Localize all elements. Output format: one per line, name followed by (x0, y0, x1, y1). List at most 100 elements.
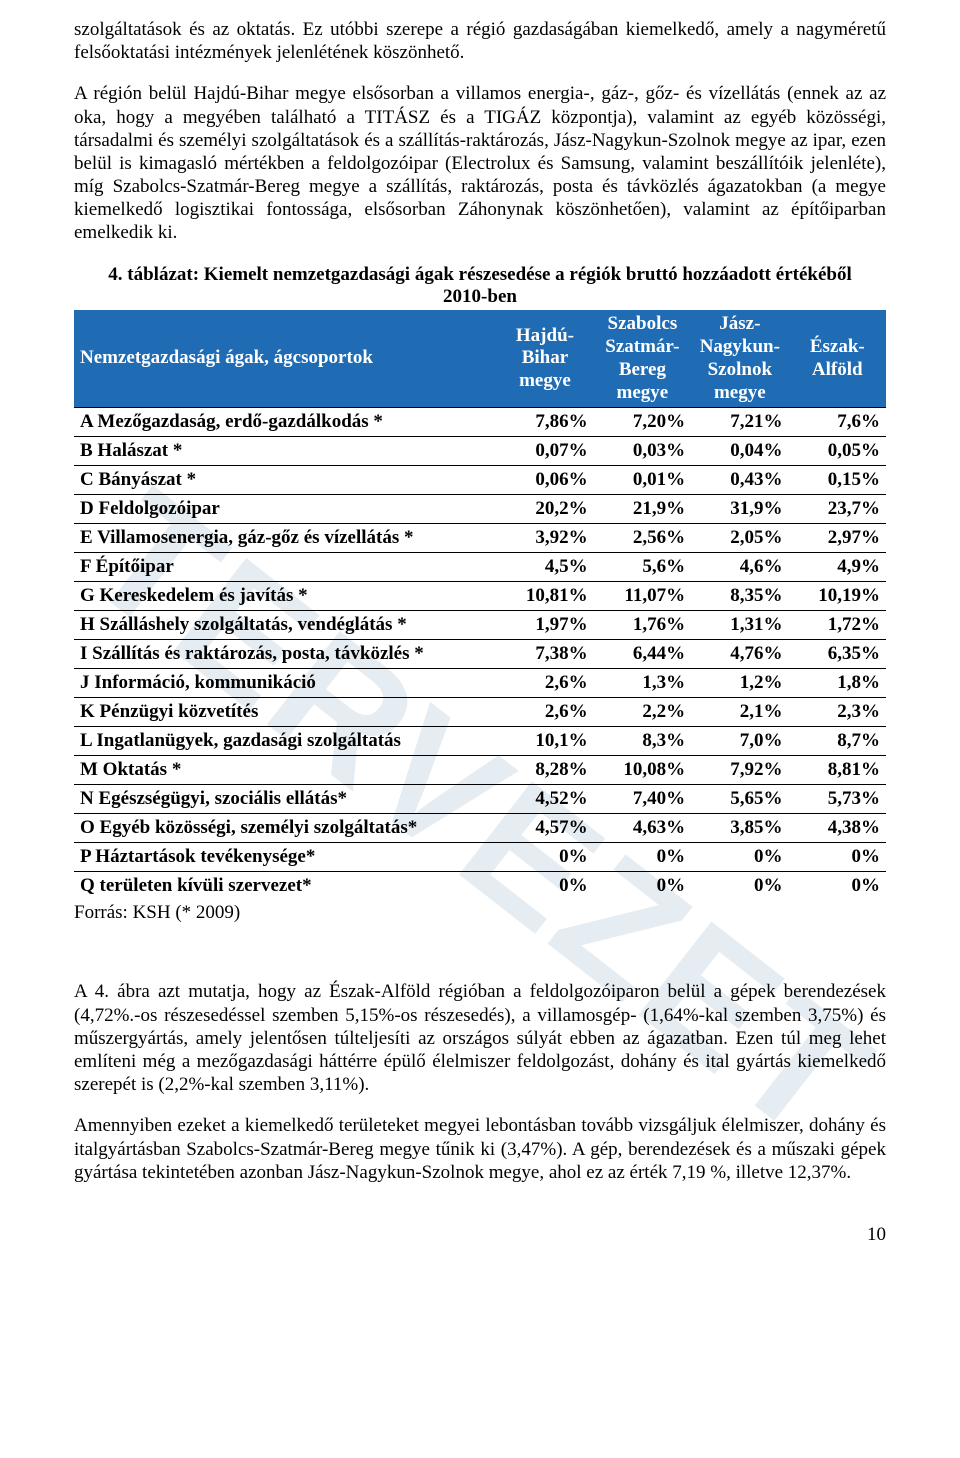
table-header-row: Nemzetgazdasági ágak, ágcsoportok Hajdú-… (74, 310, 886, 408)
row-value: 1,72% (789, 611, 886, 640)
row-value: 23,7% (789, 495, 886, 524)
row-value: 7,40% (594, 785, 691, 814)
row-label: H Szálláshely szolgáltatás, vendéglátás … (74, 611, 496, 640)
row-value: 0% (691, 872, 788, 901)
row-value: 8,3% (594, 727, 691, 756)
page-number: 10 (74, 1224, 886, 1246)
row-label: D Feldolgozóipar (74, 495, 496, 524)
row-value: 4,5% (496, 553, 593, 582)
row-value: 2,6% (496, 698, 593, 727)
row-value: 1,8% (789, 669, 886, 698)
row-value: 0,05% (789, 437, 886, 466)
row-value: 4,38% (789, 814, 886, 843)
table-row: O Egyéb közösségi, személyi szolgáltatás… (74, 814, 886, 843)
table-row: K Pénzügyi közvetítés2,6%2,2%2,1%2,3% (74, 698, 886, 727)
row-value: 0,15% (789, 466, 886, 495)
row-value: 2,56% (594, 524, 691, 553)
table-row: G Kereskedelem és javítás *10,81%11,07%8… (74, 582, 886, 611)
row-value: 31,9% (691, 495, 788, 524)
table-caption-line1: 4. táblázat: Kiemelt nemzetgazdasági ága… (74, 263, 886, 287)
row-value: 4,52% (496, 785, 593, 814)
table-row: C Bányászat *0,06%0,01%0,43%0,15% (74, 466, 886, 495)
row-label: G Kereskedelem és javítás * (74, 582, 496, 611)
row-value: 8,7% (789, 727, 886, 756)
row-label: A Mezőgazdaság, erdő-gazdálkodás * (74, 408, 496, 437)
table-row: A Mezőgazdaság, erdő-gazdálkodás *7,86%7… (74, 408, 886, 437)
body-paragraph-4: Amennyiben ezeket a kiemelkedő területek… (74, 1114, 886, 1184)
table-row: H Szálláshely szolgáltatás, vendéglátás … (74, 611, 886, 640)
body-paragraph-3: A 4. ábra azt mutatja, hogy az Észak-Alf… (74, 980, 886, 1096)
row-label: L Ingatlanügyek, gazdasági szolgáltatás (74, 727, 496, 756)
row-value: 2,97% (789, 524, 886, 553)
row-value: 0% (691, 843, 788, 872)
row-value: 5,6% (594, 553, 691, 582)
row-value: 6,44% (594, 640, 691, 669)
table-row: L Ingatlanügyek, gazdasági szolgáltatás1… (74, 727, 886, 756)
row-value: 0,01% (594, 466, 691, 495)
row-value: 0,03% (594, 437, 691, 466)
row-value: 3,85% (691, 814, 788, 843)
col-header-hajdu-bihar: Hajdú-Bihar megye (496, 310, 593, 408)
row-value: 0% (789, 872, 886, 901)
row-value: 4,6% (691, 553, 788, 582)
row-label: N Egészségügyi, szociális ellátás* (74, 785, 496, 814)
row-value: 6,35% (789, 640, 886, 669)
table-row: Q területen kívüli szervezet*0%0%0%0% (74, 872, 886, 901)
table-row: M Oktatás *8,28%10,08%7,92%8,81% (74, 756, 886, 785)
col-header-category: Nemzetgazdasági ágak, ágcsoportok (74, 310, 496, 408)
table-source: Forrás: KSH (* 2009) (74, 902, 886, 924)
row-value: 0% (496, 843, 593, 872)
row-value: 0% (789, 843, 886, 872)
row-label: E Villamosenergia, gáz-gőz és vízellátás… (74, 524, 496, 553)
row-label: C Bányászat * (74, 466, 496, 495)
row-value: 2,6% (496, 669, 593, 698)
row-value: 7,92% (691, 756, 788, 785)
row-value: 4,9% (789, 553, 886, 582)
col-header-eszak-alfold: Észak-Alföld (789, 310, 886, 408)
row-value: 20,2% (496, 495, 593, 524)
row-value: 10,1% (496, 727, 593, 756)
row-label: M Oktatás * (74, 756, 496, 785)
row-label: B Halászat * (74, 437, 496, 466)
row-value: 8,35% (691, 582, 788, 611)
row-value: 10,81% (496, 582, 593, 611)
row-value: 7,0% (691, 727, 788, 756)
row-value: 7,20% (594, 408, 691, 437)
intro-paragraph-1: szolgáltatások és az oktatás. Ez utóbbi … (74, 18, 886, 64)
table-row: B Halászat *0,07%0,03%0,04%0,05% (74, 437, 886, 466)
row-value: 0,06% (496, 466, 593, 495)
sector-share-table: Nemzetgazdasági ágak, ágcsoportok Hajdú-… (74, 310, 886, 900)
row-value: 0,07% (496, 437, 593, 466)
row-value: 5,73% (789, 785, 886, 814)
row-value: 0% (496, 872, 593, 901)
row-value: 7,21% (691, 408, 788, 437)
row-value: 10,19% (789, 582, 886, 611)
row-value: 21,9% (594, 495, 691, 524)
row-value: 8,81% (789, 756, 886, 785)
row-value: 4,57% (496, 814, 593, 843)
intro-paragraph-2: A régión belül Hajdú-Bihar megye elsősor… (74, 82, 886, 244)
table-row: E Villamosenergia, gáz-gőz és vízellátás… (74, 524, 886, 553)
row-value: 0% (594, 843, 691, 872)
row-value: 1,76% (594, 611, 691, 640)
table-row: J Információ, kommunikáció2,6%1,3%1,2%1,… (74, 669, 886, 698)
table-row: P Háztartások tevékenysége*0%0%0%0% (74, 843, 886, 872)
row-value: 10,08% (594, 756, 691, 785)
row-value: 7,38% (496, 640, 593, 669)
row-value: 4,63% (594, 814, 691, 843)
col-header-jasz: Jász-Nagykun-Szolnok megye (691, 310, 788, 408)
row-value: 2,05% (691, 524, 788, 553)
row-value: 3,92% (496, 524, 593, 553)
row-label: J Információ, kommunikáció (74, 669, 496, 698)
table-row: D Feldolgozóipar20,2%21,9%31,9%23,7% (74, 495, 886, 524)
row-value: 1,97% (496, 611, 593, 640)
row-label: O Egyéb közösségi, személyi szolgáltatás… (74, 814, 496, 843)
row-value: 1,3% (594, 669, 691, 698)
row-value: 1,2% (691, 669, 788, 698)
row-label: Q területen kívüli szervezet* (74, 872, 496, 901)
row-value: 2,2% (594, 698, 691, 727)
row-value: 4,76% (691, 640, 788, 669)
col-header-szabolcs: Szabolcs Szatmár-Bereg megye (594, 310, 691, 408)
row-label: I Szállítás és raktározás, posta, távköz… (74, 640, 496, 669)
row-label: F Építőipar (74, 553, 496, 582)
